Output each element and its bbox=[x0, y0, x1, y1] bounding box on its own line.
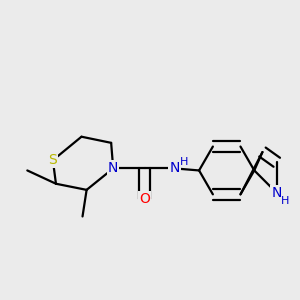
Text: S: S bbox=[49, 153, 57, 167]
Text: N: N bbox=[169, 161, 180, 176]
Text: H: H bbox=[281, 196, 290, 206]
Text: H: H bbox=[180, 157, 188, 167]
Text: O: O bbox=[140, 192, 150, 206]
Text: N: N bbox=[108, 161, 119, 176]
Text: N: N bbox=[272, 186, 282, 200]
